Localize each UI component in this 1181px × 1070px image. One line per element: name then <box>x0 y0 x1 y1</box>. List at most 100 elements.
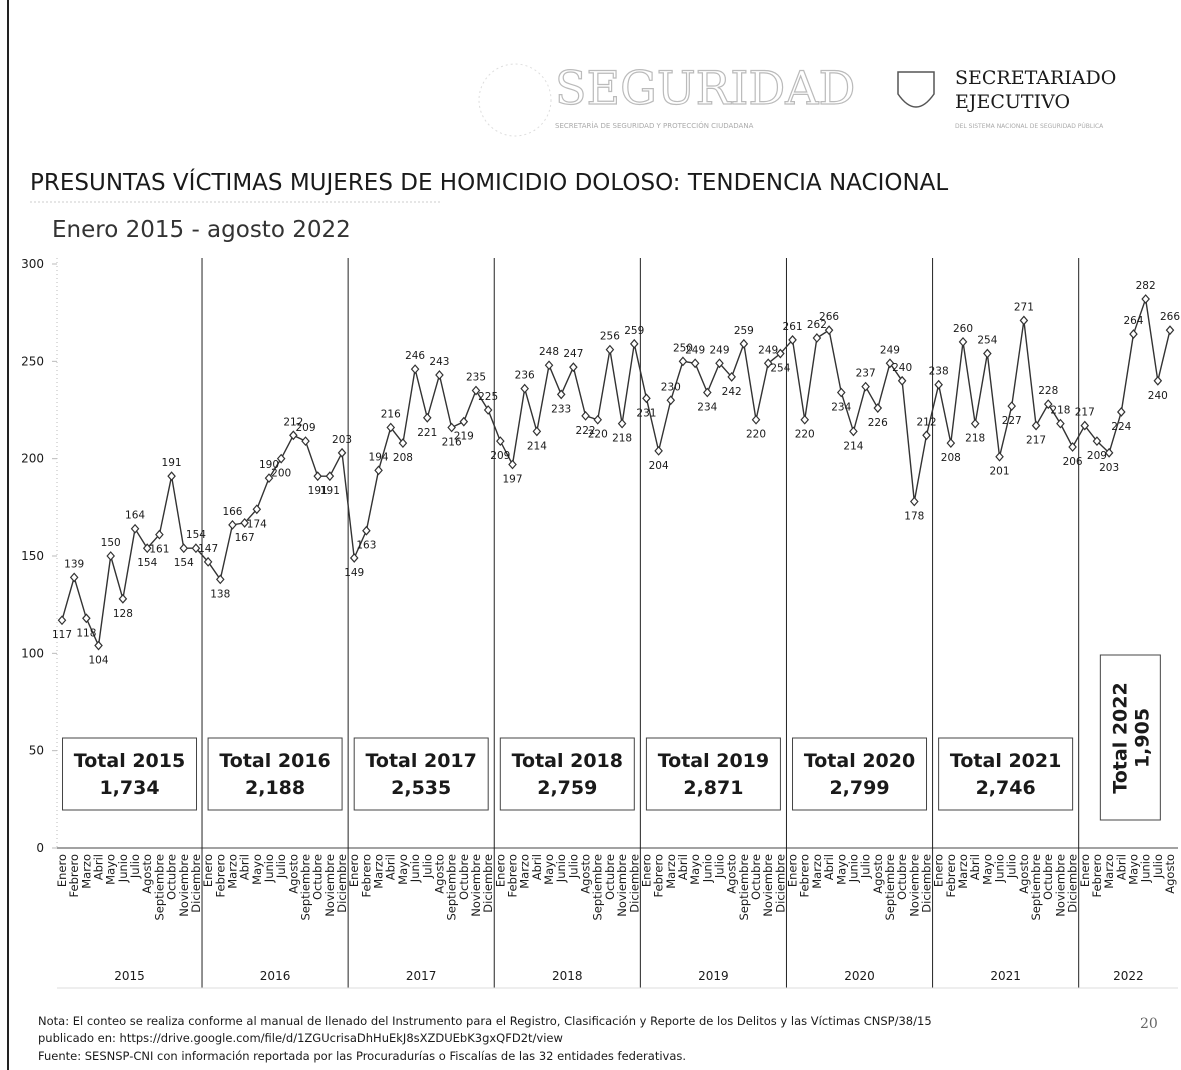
year-label: 2015 <box>114 969 145 983</box>
value-label: 209 <box>1087 450 1107 462</box>
total-title: Total 2017 <box>365 750 476 772</box>
value-label: 214 <box>843 440 863 452</box>
x-tick-label: Octubre <box>165 854 179 900</box>
point <box>946 438 956 449</box>
total-title: Total 2016 <box>219 750 330 772</box>
footer-source: Fuente: SESNSP-CNI con información repor… <box>38 1049 686 1063</box>
point <box>496 436 505 447</box>
x-tick-label: Abril <box>384 854 398 880</box>
point <box>435 370 444 380</box>
value-label: 178 <box>904 510 924 522</box>
value-label: 154 <box>137 557 157 569</box>
point <box>812 333 822 343</box>
x-tick-label: Junio <box>262 854 276 883</box>
value-label: 262 <box>807 319 827 331</box>
x-tick-label: Junio <box>993 854 1007 883</box>
point <box>678 356 688 367</box>
x-tick-label: Junio <box>554 854 568 883</box>
year-label: 2016 <box>260 969 291 983</box>
x-tick-label: Junio <box>116 854 130 883</box>
x-tick-label: Diciembre <box>773 854 787 913</box>
point <box>1007 401 1017 412</box>
value-label: 154 <box>186 529 206 541</box>
value-label: 174 <box>247 518 267 530</box>
x-tick-label: Julio <box>274 854 288 879</box>
value-label: 204 <box>649 460 669 472</box>
point <box>130 523 140 534</box>
point <box>885 358 895 369</box>
point <box>508 459 517 470</box>
point <box>142 543 152 554</box>
value-label: 227 <box>1002 415 1022 427</box>
x-tick-label: Enero <box>639 854 653 887</box>
y-tick-label: 300 <box>21 257 44 271</box>
x-tick-label: Agosto <box>579 854 593 894</box>
point <box>447 422 456 433</box>
x-tick-label: Octubre <box>1041 854 1055 900</box>
total-title: Total 2020 <box>804 750 915 772</box>
value-label: 254 <box>770 363 790 375</box>
value-label: 249 <box>709 344 729 356</box>
total-box <box>792 737 928 811</box>
total-title: Total 2015 <box>74 750 185 772</box>
point <box>751 414 761 425</box>
value-label: 259 <box>624 325 644 337</box>
x-tick-label: Septiembre <box>152 854 166 921</box>
point <box>849 426 858 437</box>
point <box>82 613 91 624</box>
point <box>155 529 164 540</box>
value-label: 194 <box>369 451 389 463</box>
value-label: 138 <box>210 588 230 600</box>
value-label: 247 <box>563 348 583 360</box>
value-label: 231 <box>636 407 656 419</box>
x-tick-label: Agosto <box>725 854 739 894</box>
point <box>617 418 627 429</box>
seal <box>478 63 552 137</box>
point <box>629 338 639 349</box>
point <box>1153 375 1163 386</box>
point <box>203 556 213 567</box>
x-tick-label: Noviembre <box>1053 854 1067 917</box>
plot: 0 50 100 150 200 250 300 2015 Total 2015 1,734 201… <box>21 257 1180 989</box>
year-label: 2018 <box>552 969 583 983</box>
value-label: 212 <box>283 416 303 428</box>
x-tick-label: Diciembre <box>189 854 203 913</box>
value-label: 200 <box>271 468 291 480</box>
x-tick-label: Marzo <box>810 854 824 889</box>
point <box>410 364 420 375</box>
value-label: 154 <box>174 557 194 569</box>
x-tick-label: Octubre <box>603 854 617 900</box>
point <box>703 387 712 398</box>
x-tick-label: Octubre <box>311 854 325 900</box>
x-tick-label: Junio <box>1139 854 1153 883</box>
point <box>69 572 79 583</box>
x-tick-label: Julio <box>1005 854 1019 879</box>
value-label: 197 <box>502 474 522 486</box>
total-value: 2,799 <box>829 777 889 799</box>
x-tick-label: Octubre <box>749 854 763 900</box>
value-label: 221 <box>417 427 437 439</box>
point <box>386 422 396 433</box>
x-tick-label: Diciembre <box>627 854 641 913</box>
value-label: 216 <box>442 437 462 449</box>
x-tick-label: Noviembre <box>323 854 337 917</box>
value-label: 235 <box>466 372 486 384</box>
point <box>252 504 262 515</box>
value-label: 264 <box>1123 315 1143 327</box>
value-label: 222 <box>576 425 596 437</box>
point <box>605 344 615 355</box>
point <box>788 335 797 345</box>
value-label: 203 <box>1099 462 1119 474</box>
total-box <box>353 737 489 811</box>
value-label: 117 <box>52 629 72 641</box>
value-label: 240 <box>1148 390 1168 402</box>
x-tick-label: Febrero <box>1090 854 1104 897</box>
point <box>313 471 322 482</box>
point <box>1165 325 1175 336</box>
value-label: 249 <box>685 344 705 356</box>
point <box>1043 399 1053 410</box>
x-tick-label: Diciembre <box>1066 854 1080 913</box>
x-tick-label: Febrero <box>359 854 373 897</box>
logo-right-sub: DEL SISTEMA NACIONAL DE SEGURIDAD PÚBLIC… <box>955 123 1104 130</box>
x-tick-label: Enero <box>1078 854 1092 887</box>
